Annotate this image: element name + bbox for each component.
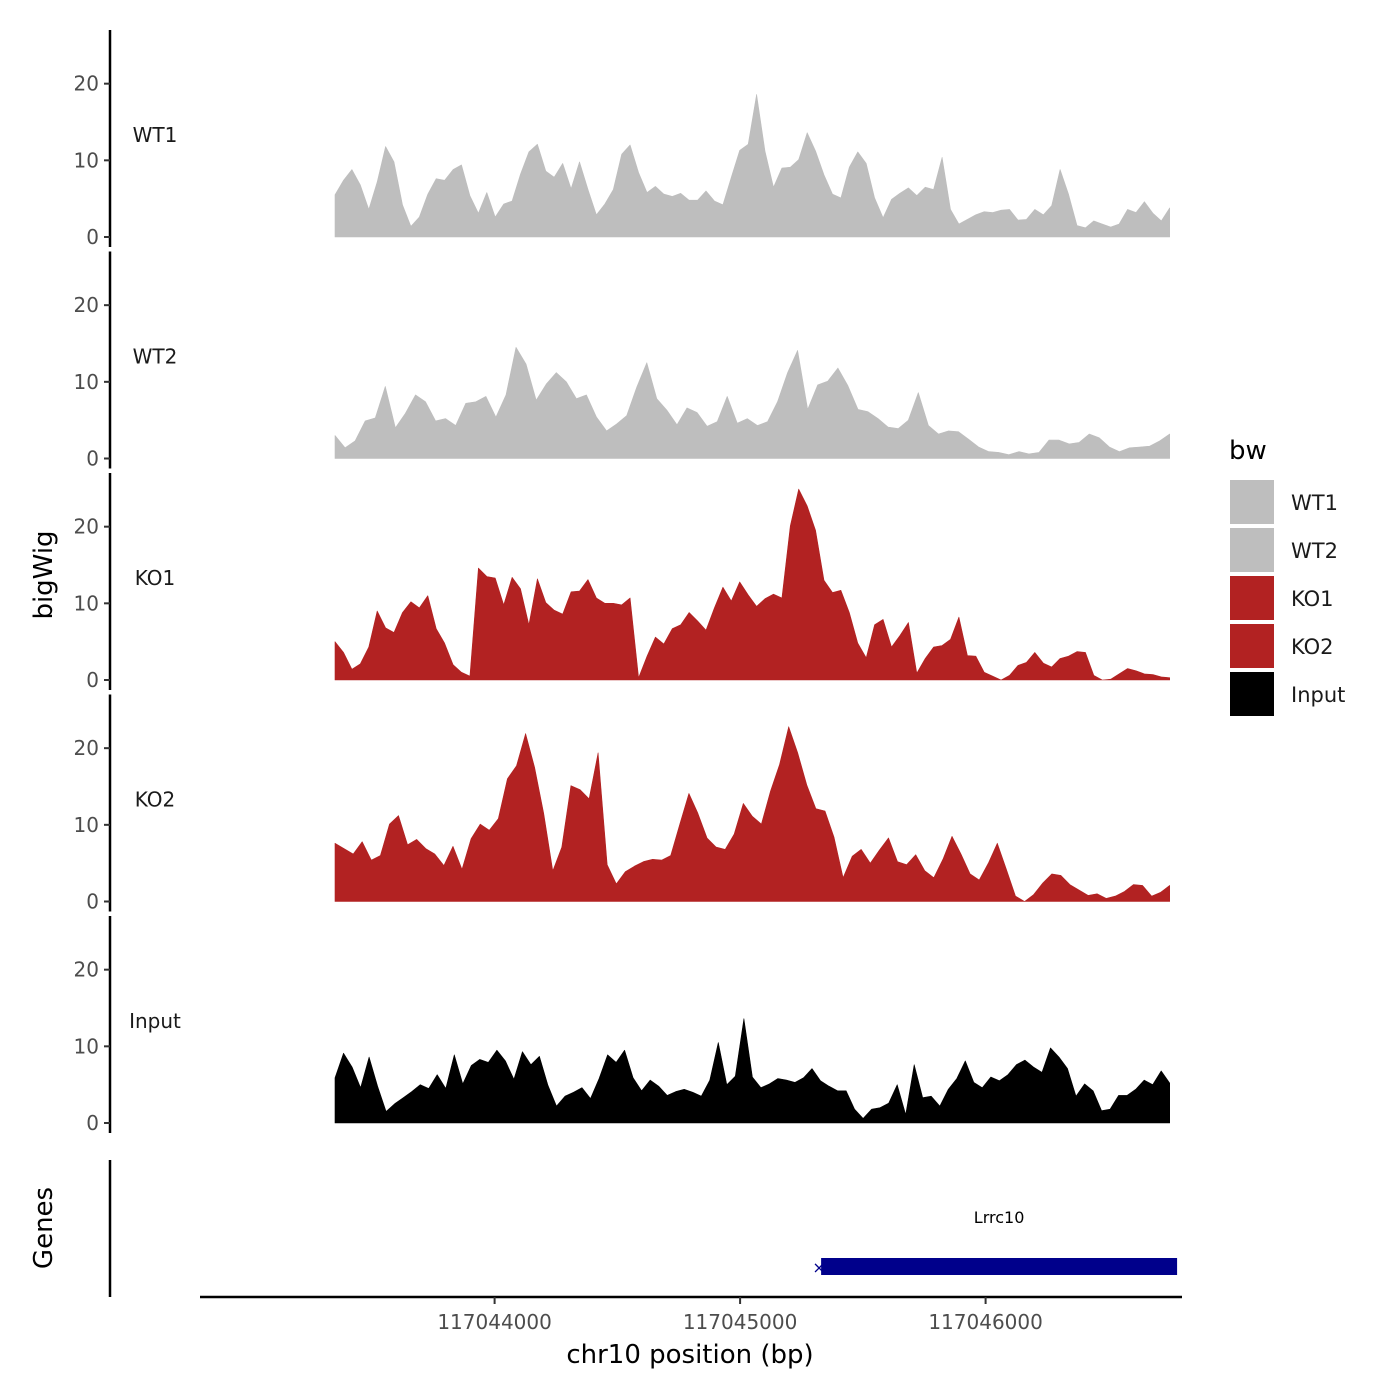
track-label: Input <box>129 1009 181 1033</box>
y-tick-label: 10 <box>74 1034 99 1058</box>
legend-label-wt1: WT1 <box>1291 491 1338 515</box>
x-tick-label: 117044000 <box>437 1310 552 1334</box>
track-label: WT1 <box>133 123 178 147</box>
y-tick-label: 20 <box>74 293 99 317</box>
y-tick-label: 10 <box>74 370 99 394</box>
y-tick-label: 20 <box>74 515 99 539</box>
gene-body <box>821 1258 1178 1275</box>
y-tick-label: 20 <box>74 72 99 96</box>
area-ko1 <box>334 488 1170 681</box>
area-wt2 <box>334 347 1170 459</box>
legend-label-ko2: KO2 <box>1291 635 1334 659</box>
track-input: 0 10 20 Input <box>74 916 1170 1135</box>
track-wt1: 0 10 20 WT1 <box>74 30 1170 249</box>
track-ko2: 0 10 20 KO2 <box>74 694 1170 914</box>
y-tick-label: 20 <box>74 736 99 760</box>
legend-label-wt2: WT2 <box>1291 539 1338 563</box>
y-tick-label: 0 <box>86 668 99 692</box>
legend-swatch-input <box>1230 672 1274 716</box>
gene-strand-marker: × <box>812 1258 825 1277</box>
legend-title: bw <box>1229 436 1267 466</box>
track-label: KO2 <box>135 788 176 812</box>
genes-axis-title: Genes <box>29 1187 59 1269</box>
x-axis-title: chr10 position (bp) <box>566 1340 813 1370</box>
y-tick-label: 0 <box>86 890 99 914</box>
legend-swatch-wt2 <box>1230 528 1274 572</box>
legend: bw WT1 WT2 KO1 KO2 Input <box>1229 436 1345 716</box>
y-tick-label: 0 <box>86 447 99 471</box>
y-axis-title: bigWig <box>29 530 59 619</box>
area-input <box>334 1018 1170 1124</box>
x-tick-label: 117046000 <box>928 1310 1043 1334</box>
legend-swatch-ko1 <box>1230 576 1274 620</box>
y-tick-label: 10 <box>74 813 99 837</box>
area-ko2 <box>334 726 1170 902</box>
track-label: KO1 <box>135 566 176 590</box>
track-wt2: 0 10 20 WT2 <box>74 251 1170 471</box>
y-tick-label: 20 <box>74 958 99 982</box>
y-tick-label: 10 <box>74 591 99 615</box>
gene-label: Lrrc10 <box>974 1208 1025 1227</box>
track-label: WT2 <box>133 345 178 369</box>
y-tick-label: 0 <box>86 225 99 249</box>
genes-panel: × Lrrc10 <box>108 1160 1178 1297</box>
area-wt1 <box>334 94 1170 238</box>
x-axis: 117044000 117045000 117046000 <box>200 1295 1182 1334</box>
y-tick-label: 10 <box>74 148 99 172</box>
y-tick-label: 0 <box>86 1111 99 1135</box>
legend-swatch-wt1 <box>1230 480 1274 524</box>
x-tick-label: 117045000 <box>683 1310 798 1334</box>
legend-swatch-ko2 <box>1230 624 1274 668</box>
legend-label-ko1: KO1 <box>1291 587 1334 611</box>
track-ko1: 0 10 20 KO1 <box>74 473 1170 692</box>
legend-label-input: Input <box>1291 683 1345 707</box>
signal-tracks: 0 10 20 WT1 0 10 20 WT2 0 10 20 KO1 0 10 20 KO2 0 10 20 Inp… <box>74 30 1170 1135</box>
